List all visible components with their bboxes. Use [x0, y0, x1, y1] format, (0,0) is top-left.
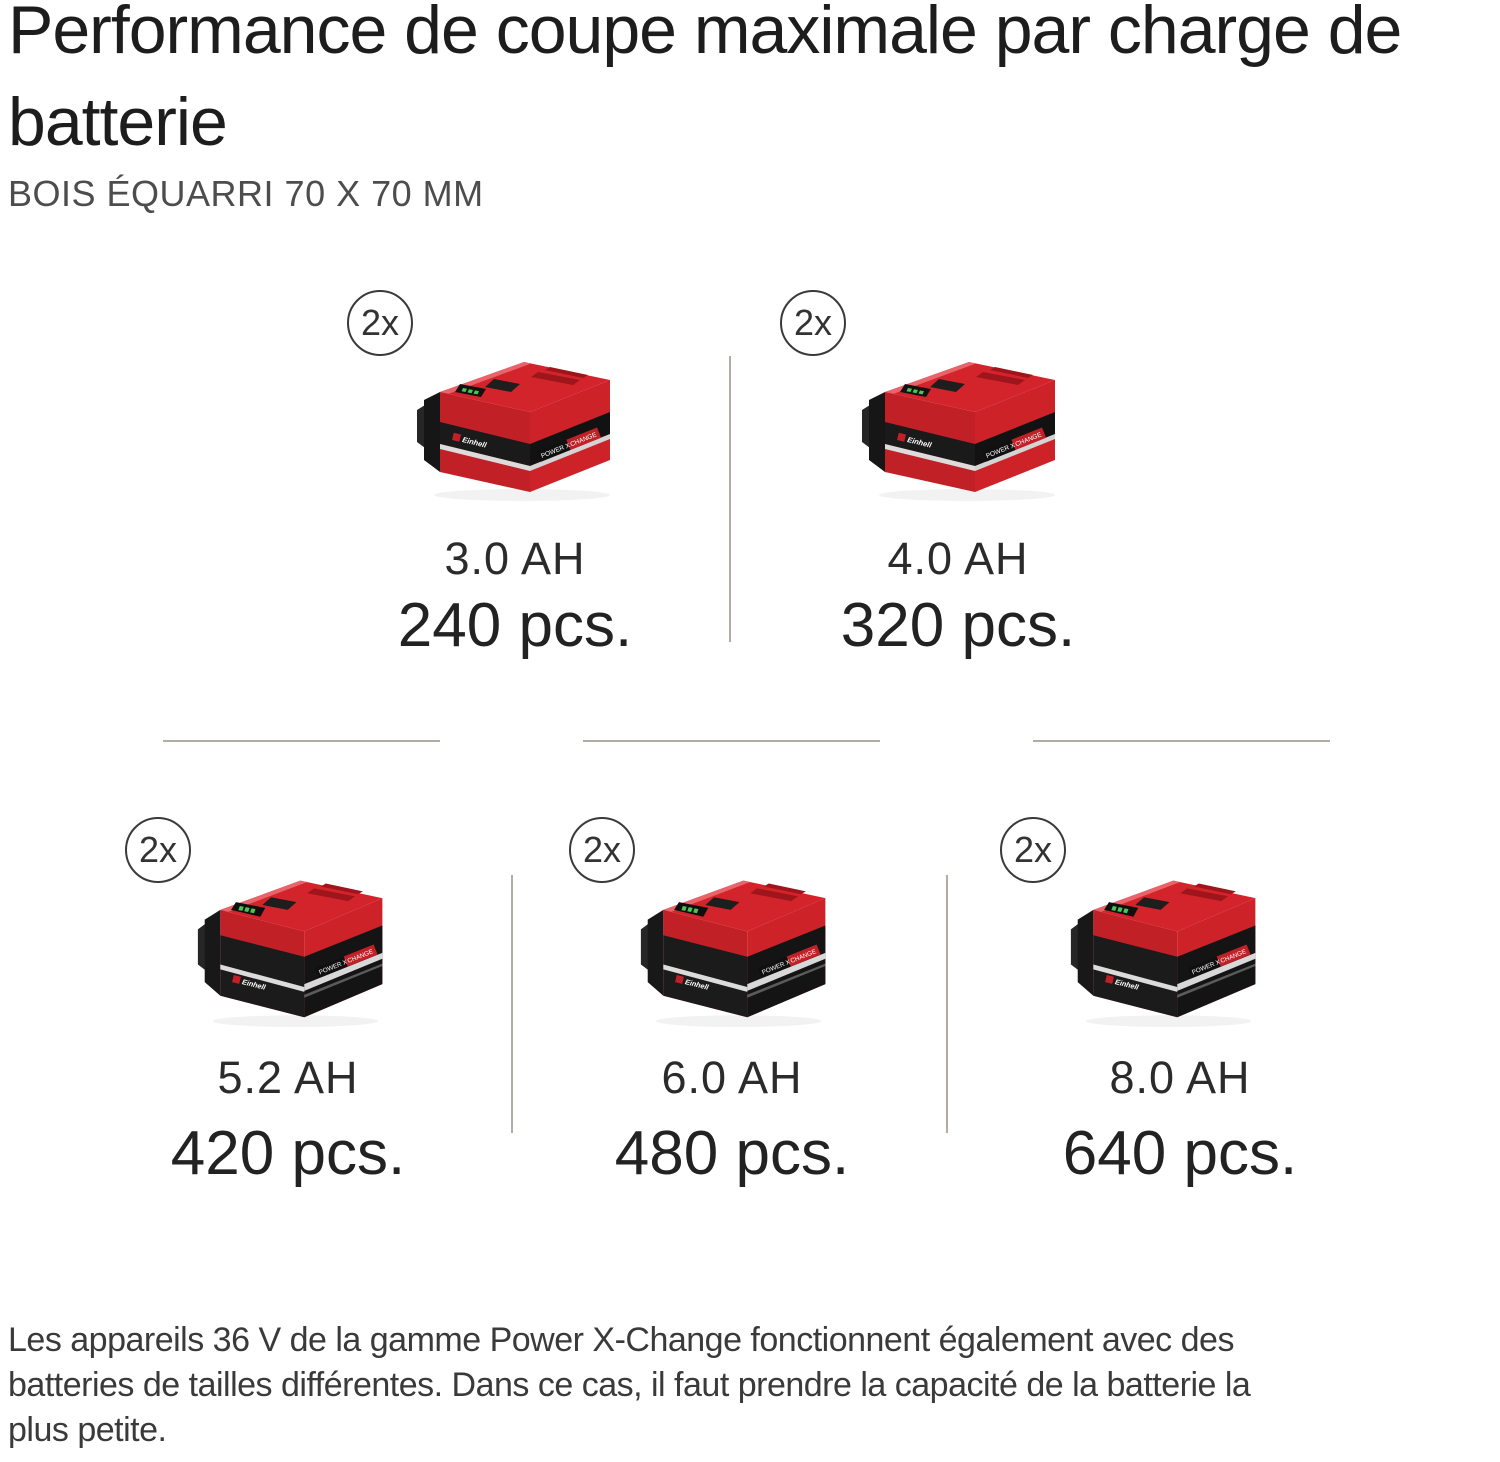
quantity-badge-label: 2x	[360, 302, 400, 343]
divider-vertical-row2-left	[511, 875, 513, 1133]
battery-option-8-0ah: 2x 8.0 AH 640 pcs.	[960, 817, 1400, 1217]
capacity-label: 8.0 AH	[1109, 1052, 1251, 1103]
quantity-badge: 2x	[1000, 817, 1066, 883]
battery-option-4-0ah: 2x 4.0 AH 320 pcs.	[748, 290, 1168, 690]
page-subtitle: BOIS ÉQUARRI 70 X 70 MM	[8, 173, 484, 214]
quantity-badge-label: 2x	[582, 829, 622, 870]
pieces-count: 320 pcs.	[840, 591, 1076, 660]
quantity-badge-label: 2x	[793, 302, 833, 343]
battery-option-6-0ah: 2x 6.0 AH 480 pcs.	[512, 817, 952, 1217]
battery-photo-8-0ah	[1066, 863, 1271, 1029]
battery-option-5-2ah: 2x 5.2 AH 420 pcs.	[68, 817, 508, 1217]
quantity-badge-label: 2x	[1013, 829, 1053, 870]
footer-note: Les appareils 36 V de la gamme Power X-C…	[8, 1318, 1251, 1453]
quantity-badge: 2x	[125, 817, 191, 883]
pieces-count: 420 pcs.	[170, 1119, 406, 1188]
pieces-count: 240 pcs.	[397, 591, 633, 660]
battery-photo-4-0ah	[855, 348, 1070, 503]
capacity-label: 3.0 AH	[444, 533, 586, 584]
footer-line-3: plus petite.	[8, 1411, 167, 1449]
divider-vertical-row2-right	[946, 875, 948, 1133]
pieces-count: 480 pcs.	[614, 1119, 850, 1188]
battery-photo-6-0ah	[636, 863, 841, 1029]
capacity-label: 6.0 AH	[661, 1052, 803, 1103]
page-title: Performance de coupe maximale par charge…	[8, 0, 1402, 160]
capacity-label: 5.2 AH	[217, 1052, 359, 1103]
divider-horizontal-2	[583, 740, 880, 742]
divider-horizontal-3	[1033, 740, 1330, 742]
capacity-label: 4.0 AH	[887, 533, 1029, 584]
footer-line-2: batteries de tailles différentes. Dans c…	[8, 1366, 1251, 1404]
battery-option-3-0ah: 2x 3.0 AH 240 pcs.	[305, 290, 725, 690]
quantity-badge-label: 2x	[138, 829, 178, 870]
divider-horizontal-1	[163, 740, 440, 742]
quantity-badge: 2x	[780, 290, 846, 356]
battery-photo-3-0ah	[410, 348, 625, 503]
footer-line-1: Les appareils 36 V de la gamme Power X-C…	[8, 1321, 1234, 1359]
battery-photo-5-2ah	[193, 863, 398, 1029]
quantity-badge: 2x	[569, 817, 635, 883]
quantity-badge: 2x	[347, 290, 413, 356]
divider-vertical-row1	[729, 356, 731, 642]
pieces-count: 640 pcs.	[1062, 1119, 1298, 1188]
